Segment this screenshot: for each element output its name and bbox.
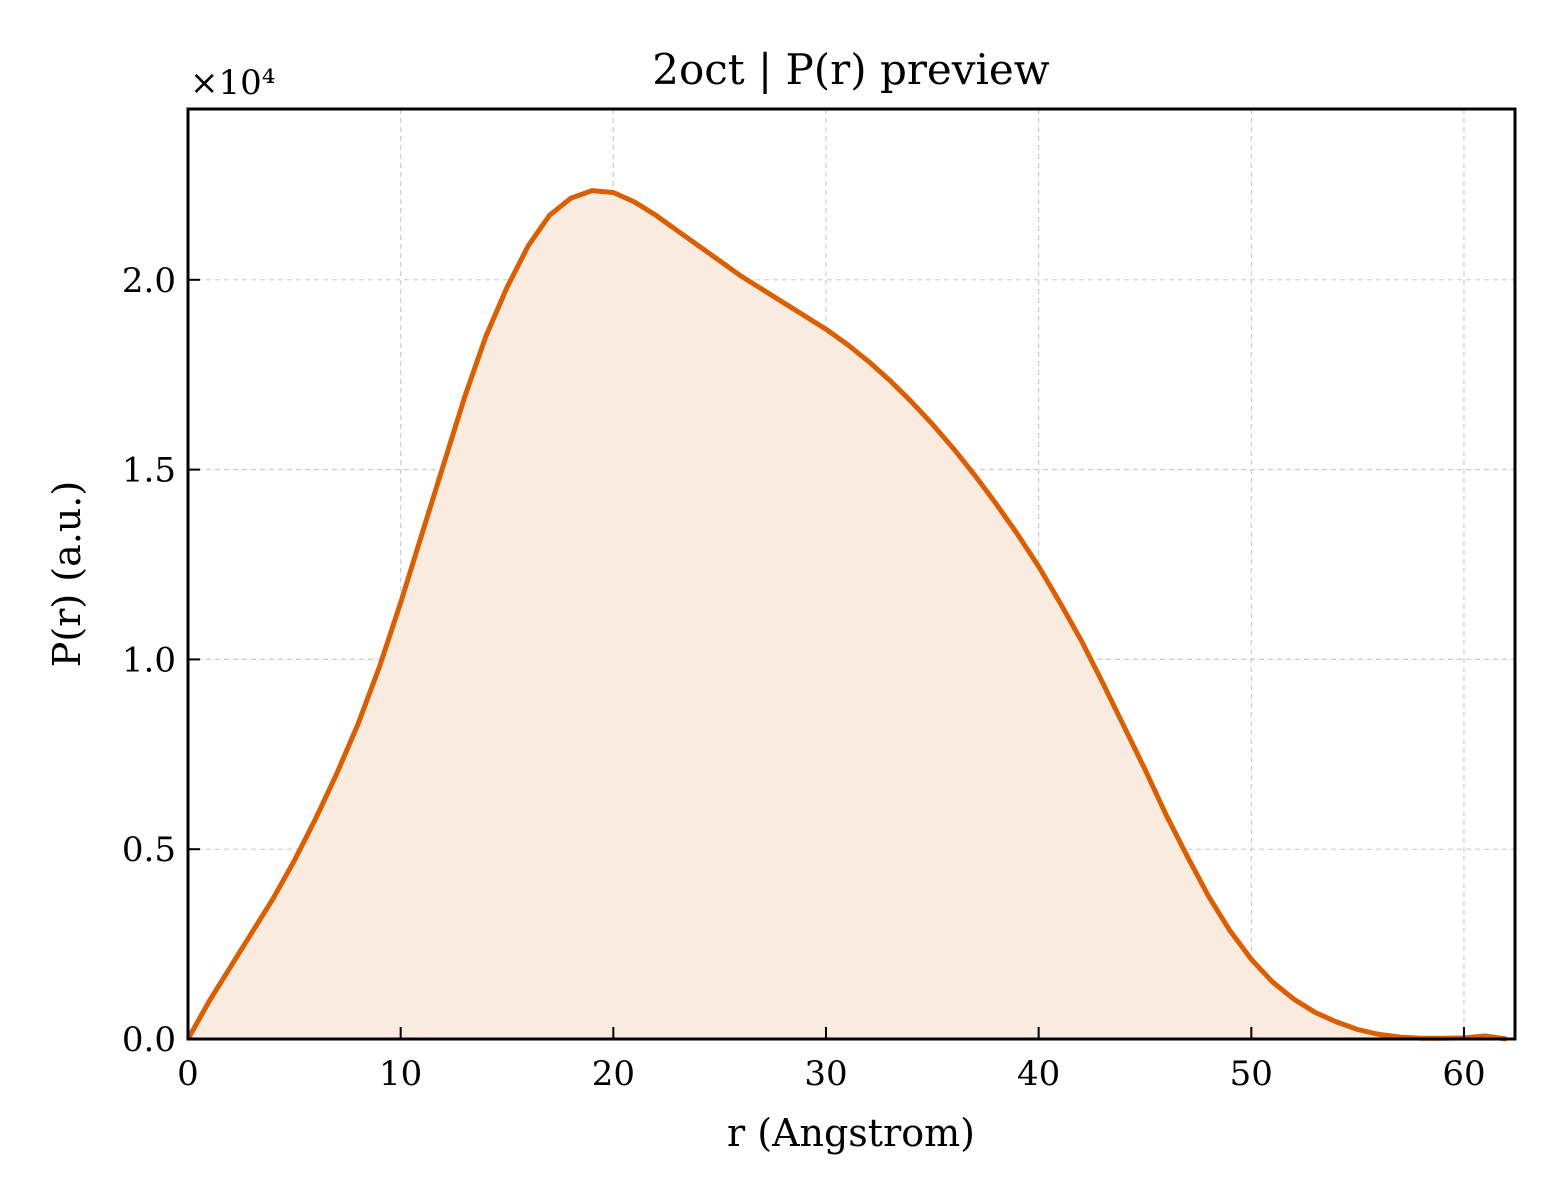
axis-ticks: 0 10 20 30 40 50 60 0.0 0.5 1.0 1.5 2.0 (122, 261, 1486, 1094)
x-tick-label: 10 (379, 1054, 422, 1094)
y-tick-label: 1.5 (122, 451, 176, 491)
x-tick-label: 20 (592, 1054, 635, 1094)
pr-line (185, 188, 1507, 1042)
y-axis-label: P(r) (a.u.) (45, 481, 89, 667)
x-tick-label: 0 (177, 1054, 199, 1094)
x-tick-label: 30 (804, 1054, 847, 1094)
y-tick-label: 1.0 (122, 640, 176, 680)
chart-title: 2oct | P(r) preview (652, 45, 1050, 94)
x-tick-label: 40 (1017, 1054, 1060, 1094)
x-tick-label: 50 (1230, 1054, 1273, 1094)
y-tick-label: 2.0 (122, 261, 176, 301)
x-tick-label: 60 (1442, 1054, 1485, 1094)
y-offset-text: ×10⁴ (190, 63, 275, 103)
y-tick-label: 0.5 (122, 830, 176, 870)
pr-area-fill (188, 190, 1507, 1040)
y-tick-label: 0.0 (122, 1020, 176, 1060)
x-axis-label: r (Angstrom) (727, 1111, 975, 1155)
plot-frame (186, 107, 1517, 1041)
